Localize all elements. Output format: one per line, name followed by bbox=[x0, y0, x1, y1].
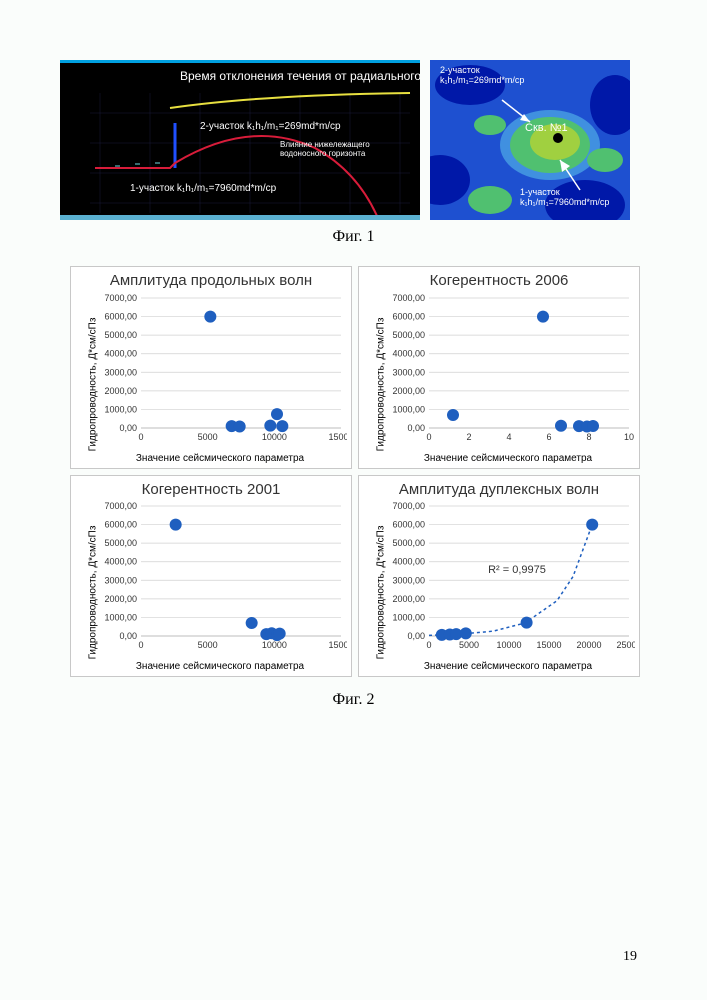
y-axis-label: Гидропроводность, Д*см/сПз bbox=[88, 314, 99, 454]
svg-text:7000,00: 7000,00 bbox=[392, 294, 425, 303]
svg-text:10000: 10000 bbox=[262, 640, 287, 650]
svg-text:15000: 15000 bbox=[536, 640, 561, 650]
svg-text:4: 4 bbox=[506, 432, 511, 442]
svg-text:0,00: 0,00 bbox=[119, 423, 137, 433]
chart-body: Гидропроводность, Д*см/сПз 0,00 1000,00 200… bbox=[75, 502, 347, 672]
svg-text:4000,00: 4000,00 bbox=[104, 348, 137, 358]
charts-grid: Амплитуда продольных волн Гидропроводност… bbox=[70, 266, 637, 677]
svg-text:1000,00: 1000,00 bbox=[104, 612, 137, 622]
svg-text:10000: 10000 bbox=[262, 432, 287, 442]
chart-panel-b: Когерентность 2006 Гидропроводность, Д*см… bbox=[358, 266, 640, 469]
svg-text:2000,00: 2000,00 bbox=[392, 594, 425, 604]
svg-text:0,00: 0,00 bbox=[407, 423, 425, 433]
svg-text:3000,00: 3000,00 bbox=[392, 367, 425, 377]
fig1-label-aquifer: Влияние нижележащеговодоносного горизонт… bbox=[280, 141, 370, 159]
svg-text:R² = 0,9975: R² = 0,9975 bbox=[488, 564, 546, 576]
svg-text:10000: 10000 bbox=[496, 640, 521, 650]
svg-text:15000: 15000 bbox=[328, 640, 347, 650]
fig1-caption: Фиг. 1 bbox=[60, 228, 647, 246]
svg-text:7000,00: 7000,00 bbox=[104, 294, 137, 303]
svg-text:25000: 25000 bbox=[616, 640, 635, 650]
svg-text:6000,00: 6000,00 bbox=[392, 311, 425, 321]
svg-text:2000,00: 2000,00 bbox=[104, 594, 137, 604]
svg-text:5000,00: 5000,00 bbox=[392, 538, 425, 548]
svg-text:4000,00: 4000,00 bbox=[392, 557, 425, 567]
x-axis-label: Значение сейсмического параметра bbox=[381, 661, 635, 672]
fig1-label-2u: 2-участок k₁h₁/m₁=269md*m/cp bbox=[200, 121, 341, 132]
svg-text:4000,00: 4000,00 bbox=[392, 348, 425, 358]
scatter-plot: 0,00 1000,00 2000,00 3000,00 4000,00 5000,00 6… bbox=[381, 502, 635, 654]
y-axis-label: Гидропроводность, Д*см/сПз bbox=[376, 523, 387, 663]
svg-text:20000: 20000 bbox=[576, 640, 601, 650]
x-axis-label: Значение сейсмического параметра bbox=[381, 453, 635, 464]
chart-panel-d: Амплитуда дуплексных волн Гидропроводност… bbox=[358, 475, 640, 678]
svg-text:0,00: 0,00 bbox=[119, 631, 137, 641]
svg-text:15000: 15000 bbox=[328, 432, 347, 442]
svg-text:5000,00: 5000,00 bbox=[392, 330, 425, 340]
svg-text:2000,00: 2000,00 bbox=[392, 385, 425, 395]
chart-body: Гидропроводность, Д*см/сПз 0,00 1000,00 200… bbox=[75, 294, 347, 464]
svg-text:5000,00: 5000,00 bbox=[104, 538, 137, 548]
svg-text:6000,00: 6000,00 bbox=[392, 520, 425, 530]
svg-text:5000: 5000 bbox=[198, 432, 218, 442]
svg-text:8: 8 bbox=[586, 432, 591, 442]
heatmap-label-1u: 1-участокk₁h₁/m₁=7960md*m/cp bbox=[520, 188, 609, 208]
svg-text:0: 0 bbox=[138, 640, 143, 650]
fig1-title: Время отклонения течения от радиального bbox=[180, 69, 420, 83]
svg-text:1000,00: 1000,00 bbox=[392, 404, 425, 414]
chart-body: Гидропроводность, Д*см/сПз 0,00 1000,00 200… bbox=[363, 502, 635, 672]
chart-body: Гидропроводность, Д*см/сПз0,001000,00200… bbox=[363, 294, 635, 464]
x-axis-label: Значение сейсмического параметра bbox=[93, 661, 347, 672]
chart-panel-c: Когерентность 2001 Гидропроводность, Д*см… bbox=[70, 475, 352, 678]
chart-title: Амплитуда дуплексных волн bbox=[363, 482, 635, 499]
svg-text:4000,00: 4000,00 bbox=[104, 557, 137, 567]
chart-title: Когерентность 2006 bbox=[363, 273, 635, 290]
svg-text:6000,00: 6000,00 bbox=[104, 520, 137, 530]
fig1-right-heatmap: 2-участокk₁h₁/m₁=269md*m/cp Скв. №1 1-уч… bbox=[430, 60, 630, 220]
svg-text:0: 0 bbox=[138, 432, 143, 442]
svg-text:0,00: 0,00 bbox=[407, 631, 425, 641]
svg-text:3000,00: 3000,00 bbox=[104, 367, 137, 377]
svg-text:10: 10 bbox=[624, 432, 634, 442]
heatmap-label-2u: 2-участокk₁h₁/m₁=269md*m/cp bbox=[440, 66, 524, 86]
svg-text:0: 0 bbox=[426, 432, 431, 442]
svg-text:2: 2 bbox=[466, 432, 471, 442]
svg-text:5000,00: 5000,00 bbox=[104, 330, 137, 340]
fig1-row: Время отклонения течения от радиального … bbox=[60, 60, 647, 220]
svg-text:5000: 5000 bbox=[198, 640, 218, 650]
chart-panel-a: Амплитуда продольных волн Гидропроводност… bbox=[70, 266, 352, 469]
scatter-plot: 0,00 1000,00 2000,00 3000,00 4000,00 5000,00 6… bbox=[93, 502, 347, 654]
svg-text:7000,00: 7000,00 bbox=[392, 502, 425, 511]
chart-title: Амплитуда продольных волн bbox=[75, 273, 347, 290]
svg-text:1000,00: 1000,00 bbox=[392, 612, 425, 622]
svg-text:3000,00: 3000,00 bbox=[392, 575, 425, 585]
x-axis-label: Значение сейсмического параметра bbox=[93, 453, 347, 464]
chart-title: Когерентность 2001 bbox=[75, 482, 347, 499]
heatmap-well-label: Скв. №1 bbox=[525, 122, 568, 134]
svg-text:6: 6 bbox=[546, 432, 551, 442]
svg-text:0: 0 bbox=[426, 640, 431, 650]
svg-text:6000,00: 6000,00 bbox=[104, 311, 137, 321]
fig1-left-diagram: Время отклонения течения от радиального … bbox=[60, 60, 420, 220]
scatter-plot: 0,00 1000,00 2000,00 3000,00 4000,00 5000,00 6… bbox=[381, 294, 635, 446]
page-number: 19 bbox=[623, 949, 637, 965]
y-axis-label: Гидропроводность, Д*см/сПз bbox=[88, 523, 99, 663]
page: Время отклонения течения от радиального … bbox=[0, 0, 707, 1000]
svg-text:7000,00: 7000,00 bbox=[104, 502, 137, 511]
fig2-caption: Фиг. 2 bbox=[60, 691, 647, 709]
svg-text:1000,00: 1000,00 bbox=[104, 404, 137, 414]
svg-text:2000,00: 2000,00 bbox=[104, 385, 137, 395]
y-axis-label: Гидропроводность, Д*см/сПз bbox=[376, 314, 387, 454]
fig1-label-1u: 1-участок k₁h₁/m₁=7960md*m/cp bbox=[130, 183, 276, 194]
svg-text:5000: 5000 bbox=[459, 640, 479, 650]
svg-text:3000,00: 3000,00 bbox=[104, 575, 137, 585]
scatter-plot: 0,00 1000,00 2000,00 3000,00 4000,00 5000,00 6… bbox=[93, 294, 347, 446]
